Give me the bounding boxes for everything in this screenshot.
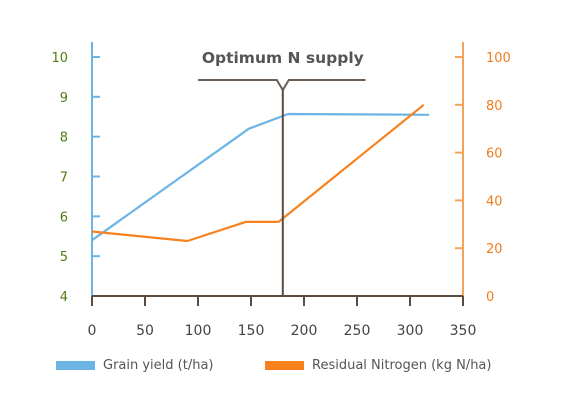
left-axis-tick-label: 10 bbox=[51, 51, 68, 66]
x-axis-tick-label: 200 bbox=[291, 323, 318, 339]
series-line-grain-yield bbox=[91, 112, 430, 242]
left-axis-tick-label: 6 bbox=[60, 210, 68, 225]
optimum-bracket bbox=[198, 79, 366, 92]
legend-label-grain-yield: Grain yield (t/ha) bbox=[103, 358, 214, 373]
x-axis-tick-label: 100 bbox=[185, 323, 212, 339]
legend-swatch-residual-nitrogen bbox=[265, 361, 304, 370]
x-axis-tick-label: 0 bbox=[88, 323, 97, 339]
left-axis-tick-label: 8 bbox=[60, 131, 68, 146]
right-axis-tick-label: 40 bbox=[486, 194, 503, 209]
x-axis-tick-label: 300 bbox=[397, 323, 424, 339]
x-axis-tick-label: 350 bbox=[450, 323, 477, 339]
legend-item-grain-yield: Grain yield (t/ha) bbox=[56, 358, 214, 373]
left-axis-tick-label: 9 bbox=[60, 91, 68, 106]
legend-label-residual-nitrogen: Residual Nitrogen (kg N/ha) bbox=[312, 358, 492, 373]
legend-swatch-grain-yield bbox=[56, 361, 95, 370]
right-axis-tick-label: 100 bbox=[486, 51, 511, 66]
x-axis-tick-label: 250 bbox=[344, 323, 371, 339]
optimum-annotation-label: Optimum N supply bbox=[202, 49, 364, 67]
left-axis-tick-label: 7 bbox=[60, 171, 68, 186]
x-axis-tick-label: 50 bbox=[136, 323, 154, 339]
series-line-residual-nitrogen bbox=[91, 103, 425, 243]
right-axis-tick-label: 20 bbox=[486, 242, 503, 257]
right-axis-tick-label: 60 bbox=[486, 147, 503, 162]
right-axis-tick-label: 80 bbox=[486, 99, 503, 114]
legend-item-residual-nitrogen: Residual Nitrogen (kg N/ha) bbox=[265, 358, 491, 373]
x-axis-tick-label: 150 bbox=[238, 323, 265, 339]
series-layer bbox=[91, 103, 430, 243]
left-axis-tick-label: 4 bbox=[60, 290, 68, 305]
annotation-layer: Optimum N supply bbox=[198, 49, 366, 296]
left-axis-tick-label: 5 bbox=[60, 250, 68, 265]
right-axis-tick-label: 0 bbox=[486, 290, 494, 305]
